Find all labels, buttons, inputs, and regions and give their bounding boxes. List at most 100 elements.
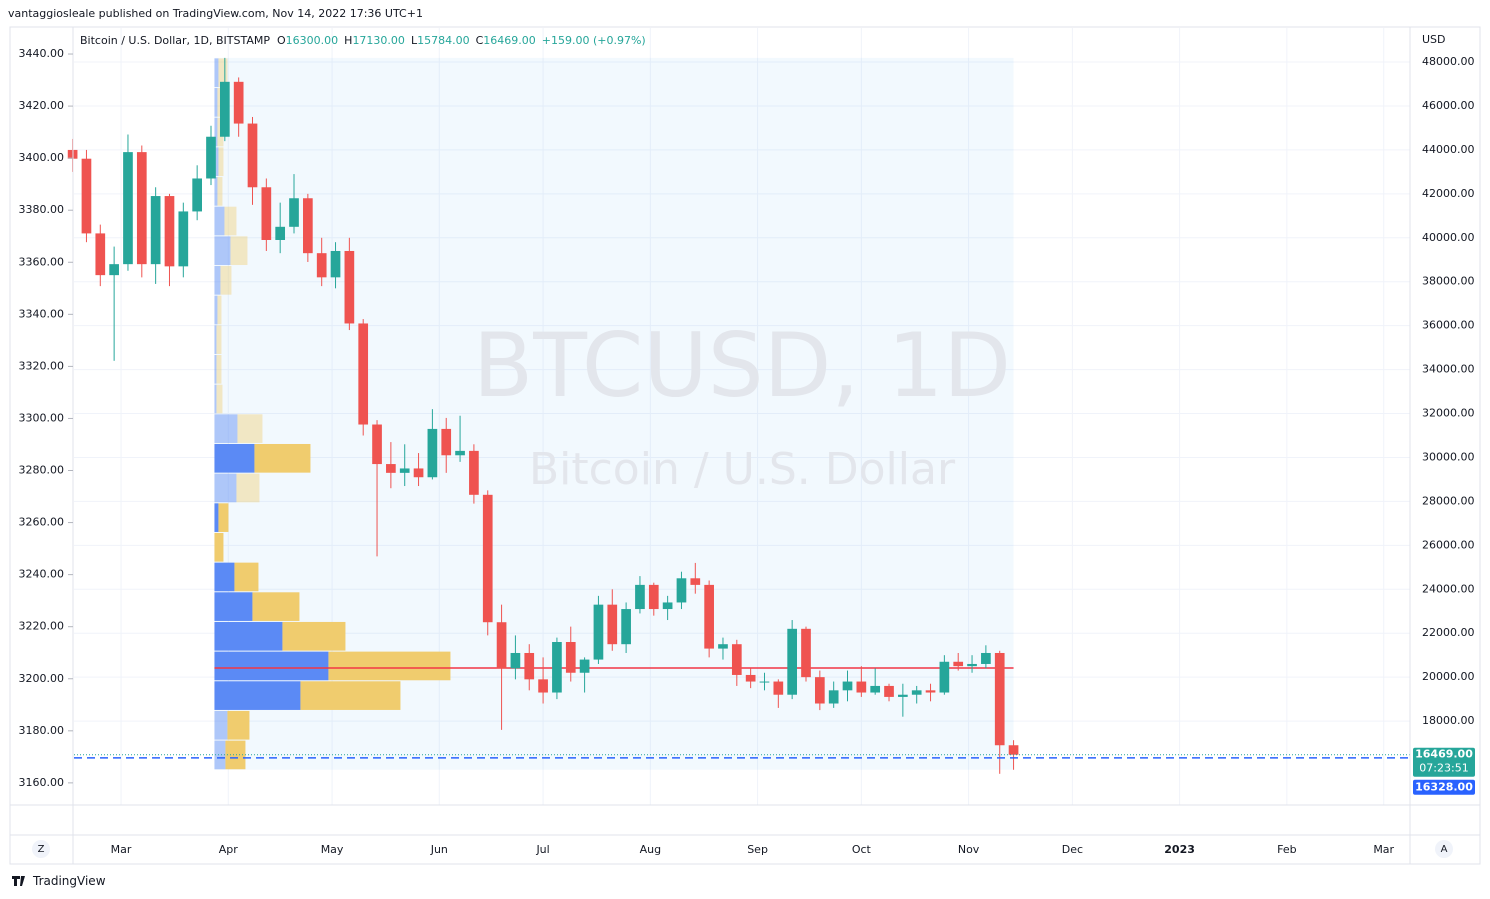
candle-body bbox=[372, 424, 382, 465]
button-label[interactable]: A bbox=[1441, 844, 1448, 855]
candle-body bbox=[441, 428, 452, 456]
x-tick-label: Oct bbox=[852, 843, 872, 856]
y2-tick-label: 3260.00 bbox=[19, 516, 65, 529]
candle-body bbox=[330, 250, 341, 278]
profile-up bbox=[214, 621, 283, 651]
candle-body bbox=[524, 652, 535, 680]
change: +159.00 (+0.97%) bbox=[541, 34, 646, 47]
y-tick-label: 18000.00 bbox=[1422, 714, 1475, 727]
profile-up bbox=[214, 295, 218, 325]
profile-down bbox=[254, 443, 311, 473]
legend: Bitcoin / U.S. Dollar, 1D, BITSTAMP O163… bbox=[80, 34, 652, 47]
candle-body bbox=[164, 196, 175, 267]
candle-body bbox=[344, 250, 355, 324]
button[interactable] bbox=[1435, 840, 1453, 858]
profile-up bbox=[214, 503, 219, 532]
footer: TradingView bbox=[33, 874, 106, 888]
candle-body bbox=[953, 661, 964, 667]
ohlc-key: O bbox=[276, 34, 286, 47]
profile-up bbox=[214, 592, 253, 621]
ohlc-value: 15784.00 bbox=[417, 34, 470, 47]
ohlc-value: 17130.00 bbox=[352, 34, 405, 47]
profile-down bbox=[214, 532, 224, 562]
candle-body bbox=[773, 681, 784, 695]
profile-down bbox=[224, 206, 237, 236]
profile-up bbox=[214, 177, 218, 206]
y-tick-label: 34000.00 bbox=[1422, 363, 1475, 376]
candle-body bbox=[828, 690, 839, 704]
profile-up bbox=[214, 443, 255, 473]
candle-body bbox=[967, 663, 977, 667]
y2-tick-label: 3300.00 bbox=[19, 411, 65, 424]
y2-tick-label: 3440.00 bbox=[19, 47, 65, 60]
candle-body bbox=[469, 450, 479, 495]
x-tick-label: Apr bbox=[219, 843, 239, 856]
ohlc-value: 16300.00 bbox=[285, 34, 339, 47]
y-tick-label: 46000.00 bbox=[1422, 99, 1475, 112]
candle-body bbox=[552, 641, 562, 693]
y-tick-label: 40000.00 bbox=[1422, 231, 1475, 244]
candle-body bbox=[787, 628, 798, 695]
candle-body bbox=[925, 690, 936, 693]
profile-down bbox=[300, 681, 401, 710]
candle-body bbox=[994, 652, 1005, 746]
candle-body bbox=[136, 152, 147, 265]
y-tick-label: 26000.00 bbox=[1422, 538, 1475, 551]
profile-up bbox=[214, 236, 231, 266]
profile-up bbox=[214, 651, 329, 681]
profile-down bbox=[217, 295, 222, 325]
candle-body bbox=[759, 681, 770, 683]
y-tick-label: 32000.00 bbox=[1422, 407, 1475, 420]
candle-body bbox=[704, 584, 714, 649]
y2-tick-label: 3400.00 bbox=[19, 151, 65, 164]
y2-tick-label: 3280.00 bbox=[19, 464, 65, 477]
profile-down bbox=[218, 147, 224, 177]
candle-body bbox=[413, 468, 424, 478]
countdown: 07:23:51 bbox=[1419, 762, 1468, 775]
candle-body bbox=[399, 468, 410, 473]
candle-body bbox=[565, 641, 576, 673]
ohlc-value: 16469.00 bbox=[483, 34, 536, 47]
y2-tick-label: 3180.00 bbox=[19, 724, 65, 737]
button-label[interactable]: Z bbox=[38, 844, 45, 855]
axes: 18000.00 20000.00 22000.00 24000.00 26000.00… bbox=[19, 47, 1475, 856]
profile-up bbox=[214, 58, 219, 88]
candle-body bbox=[275, 226, 286, 240]
profile-up bbox=[214, 562, 235, 592]
profile-up bbox=[214, 473, 237, 503]
axis-unit: USD bbox=[1422, 33, 1446, 46]
candle-body bbox=[884, 685, 894, 697]
y-tick-label: 28000.00 bbox=[1422, 494, 1475, 507]
candle-body bbox=[1008, 745, 1019, 755]
profile-down bbox=[252, 592, 300, 621]
publisher-line: vantaggiosleale published on TradingView… bbox=[8, 7, 423, 20]
symbol: Bitcoin / U.S. Dollar, 1D, BITSTAMP bbox=[80, 34, 270, 47]
profile-down bbox=[328, 651, 451, 681]
y2-tick-label: 3240.00 bbox=[19, 568, 65, 581]
level-tag-label: 16328.00 bbox=[1415, 781, 1473, 794]
y2-tick-label: 3200.00 bbox=[19, 672, 65, 685]
profile-down bbox=[218, 58, 228, 88]
profile-down bbox=[236, 473, 260, 503]
candle-body bbox=[482, 494, 493, 623]
profile-down bbox=[218, 503, 229, 532]
logo bbox=[12, 876, 25, 886]
grid bbox=[74, 28, 1410, 805]
button[interactable] bbox=[32, 840, 50, 858]
candle-body bbox=[247, 123, 258, 188]
profile-up bbox=[214, 206, 225, 236]
profile-down bbox=[216, 325, 222, 354]
profile-up bbox=[214, 740, 226, 770]
candle-body bbox=[870, 685, 881, 693]
candle-body bbox=[219, 81, 230, 137]
candle-body bbox=[676, 578, 687, 603]
ohlc-key: C bbox=[475, 34, 484, 47]
profile-up bbox=[214, 384, 217, 414]
profile-up bbox=[214, 325, 217, 354]
candle-body bbox=[496, 622, 507, 669]
y2-tick-label: 3360.00 bbox=[19, 255, 65, 268]
x-tick-label: Dec bbox=[1062, 843, 1083, 856]
candle-body bbox=[192, 178, 202, 212]
candle-body bbox=[538, 679, 548, 693]
candle-body bbox=[289, 198, 299, 227]
